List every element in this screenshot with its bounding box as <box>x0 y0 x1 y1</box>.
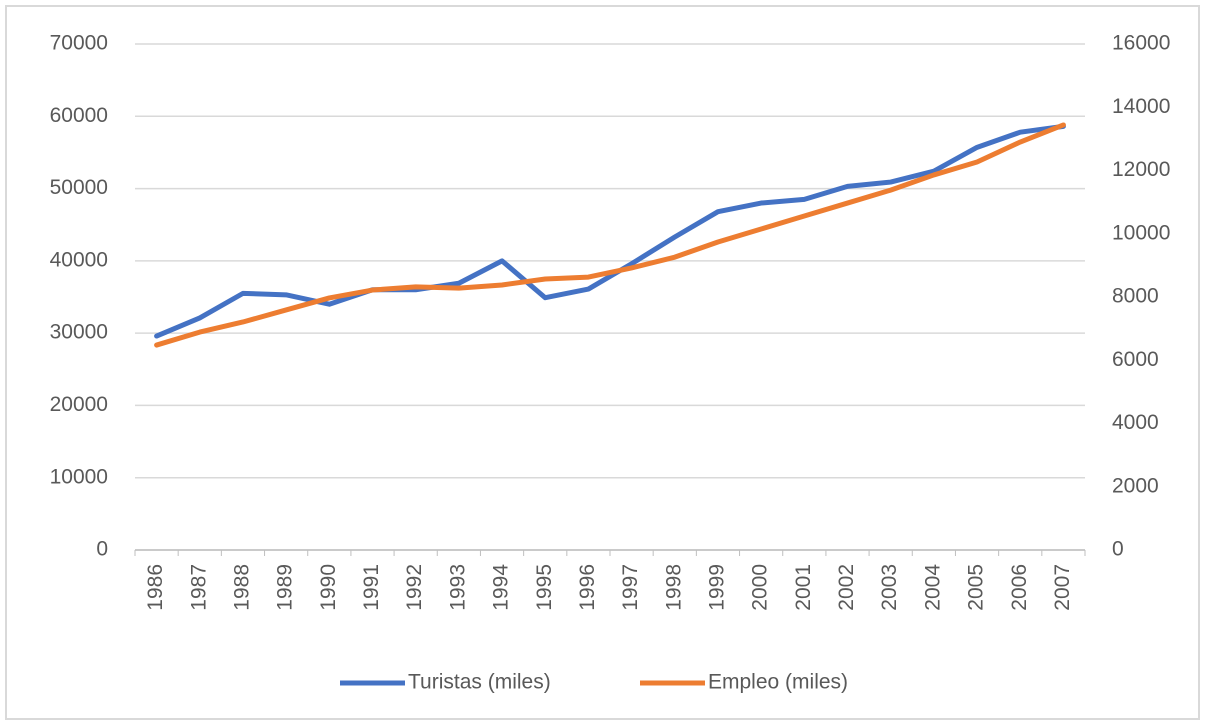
y-tick-label: 30000 <box>50 321 108 344</box>
x-tick-label: 1998 <box>662 564 685 611</box>
y-tick-label: 10000 <box>50 465 108 488</box>
x-tick-label: 2001 <box>792 564 815 611</box>
series-line <box>154 123 1066 339</box>
y2-tick-label: 8000 <box>1112 285 1159 308</box>
x-tick-label: 1993 <box>446 564 469 611</box>
x-tick-label: 1992 <box>403 564 426 611</box>
y2-tick-label: 14000 <box>1112 95 1170 118</box>
x-tick-label: 2005 <box>965 564 988 611</box>
x-tick-label: 1995 <box>533 564 556 611</box>
x-tick-label: 2000 <box>749 564 772 611</box>
x-tick-label: 1990 <box>317 564 340 611</box>
y-tick-label: 50000 <box>50 176 108 199</box>
y2-tick-label: 16000 <box>1112 32 1170 55</box>
x-tick-label: 1989 <box>274 564 297 611</box>
y2-tick-label: 12000 <box>1112 158 1170 181</box>
x-tick-label: 2004 <box>921 564 944 611</box>
x-tick-label: 1997 <box>619 564 642 611</box>
x-tick-label: 1988 <box>231 564 254 611</box>
y-tick-label: 20000 <box>50 393 108 416</box>
x-tick-label: 2006 <box>1008 564 1031 611</box>
x-tick-label: 1991 <box>360 564 383 611</box>
legend-label: Turistas (miles) <box>408 671 551 694</box>
y2-tick-label: 2000 <box>1112 474 1159 497</box>
x-tick-label: 1994 <box>490 564 513 611</box>
x-tick-label: 2002 <box>835 564 858 611</box>
x-tick-label: 1987 <box>187 564 210 611</box>
y-tick-label: 0 <box>96 538 108 561</box>
x-tick-label: 1986 <box>144 564 167 611</box>
y2-tick-label: 4000 <box>1112 411 1159 434</box>
y2-tick-label: 0 <box>1112 538 1124 561</box>
y2-tick-label: 6000 <box>1112 348 1159 371</box>
legend-label: Empleo (miles) <box>708 671 848 694</box>
x-tick-label: 2007 <box>1051 564 1074 611</box>
y-tick-label: 40000 <box>50 248 108 271</box>
chart-frame <box>5 5 1200 720</box>
x-tick-label: 1999 <box>706 564 729 611</box>
x-tick-label: 2003 <box>878 564 901 611</box>
y2-tick-label: 10000 <box>1112 221 1170 244</box>
x-tick-label: 1996 <box>576 564 599 611</box>
y-tick-label: 70000 <box>50 32 108 55</box>
series-line <box>154 122 1066 348</box>
y-tick-label: 60000 <box>50 104 108 127</box>
